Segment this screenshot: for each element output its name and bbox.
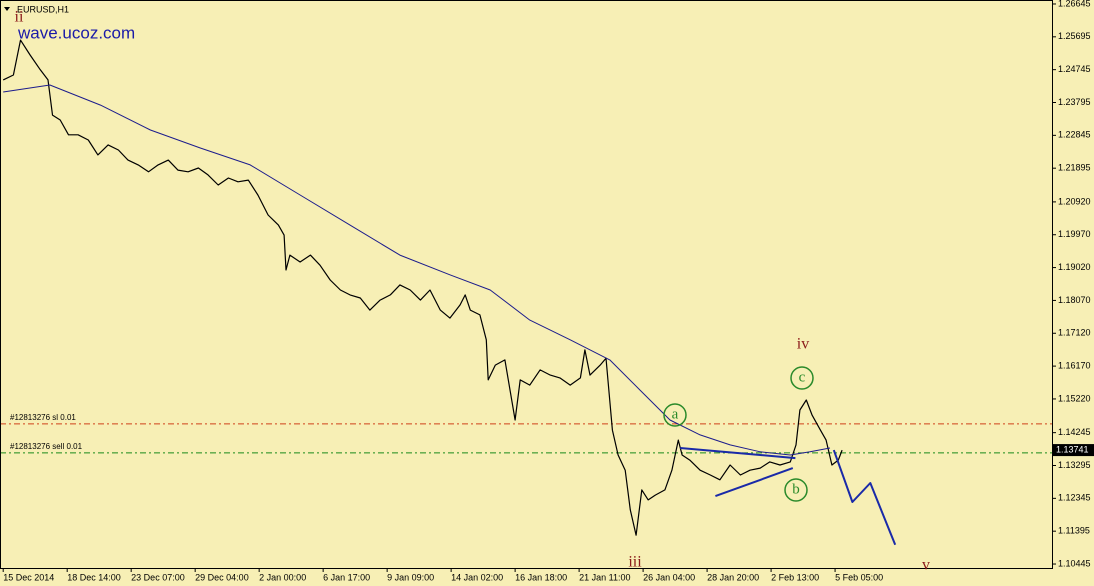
wave-label: iii bbox=[628, 554, 642, 571]
y-tick-label: 1.22845 bbox=[1058, 130, 1091, 140]
order-label: #12813276 sl 0.01 bbox=[10, 413, 76, 422]
y-tick-label: 1.19970 bbox=[1058, 229, 1091, 239]
y-tick-label: 1.11395 bbox=[1058, 526, 1090, 536]
price-line bbox=[2, 39, 843, 536]
x-tick-label: 2 Feb 13:00 bbox=[771, 572, 819, 582]
x-tick-label: 21 Jan 11:00 bbox=[579, 572, 630, 582]
y-tick-label: 1.21895 bbox=[1058, 163, 1091, 173]
y-tick-label: 1.20920 bbox=[1058, 196, 1091, 206]
wave-circle bbox=[663, 403, 687, 427]
y-tick-label: 1.13295 bbox=[1058, 460, 1091, 470]
x-tick-label: 15 Dec 2014 bbox=[3, 572, 54, 582]
y-tick-label: 1.12345 bbox=[1058, 493, 1091, 503]
x-tick-label: 5 Feb 05:00 bbox=[835, 572, 883, 582]
y-tick-label: 1.25695 bbox=[1058, 31, 1091, 41]
x-tick-label: 18 Dec 14:00 bbox=[67, 572, 121, 582]
wave-circle bbox=[784, 478, 808, 502]
frame bbox=[0, 0, 1053, 569]
wave-label: iv bbox=[797, 336, 809, 353]
y-tick-label: 1.26645 bbox=[1058, 0, 1091, 8]
y-tick-label: 1.14245 bbox=[1058, 427, 1091, 437]
wave-circle bbox=[790, 366, 814, 390]
x-tick-label: 28 Jan 20:00 bbox=[707, 572, 759, 582]
current-price-box bbox=[1052, 444, 1094, 457]
x-tick-label: 16 Jan 18:00 bbox=[515, 572, 567, 582]
price-line bbox=[715, 467, 794, 498]
x-tick-label: 26 Jan 04:00 bbox=[643, 572, 695, 582]
x-tick-label: 6 Jan 17:00 bbox=[323, 572, 370, 582]
menu-arrow[interactable] bbox=[4, 7, 10, 11]
x-tick-label: 29 Dec 04:00 bbox=[195, 572, 249, 582]
y-tick-label: 1.17120 bbox=[1058, 328, 1091, 338]
current-price-label: 1.13741 bbox=[1056, 444, 1089, 454]
chart-title: EURUSD,H1 bbox=[17, 4, 69, 14]
y-tick-label: 1.19020 bbox=[1058, 262, 1091, 272]
x-tick-label: 9 Jan 09:00 bbox=[387, 572, 434, 582]
x-tick-label: 23 Dec 07:00 bbox=[131, 572, 185, 582]
x-tick-label: 2 Jan 00:00 bbox=[259, 572, 306, 582]
price-line bbox=[3, 84, 831, 456]
wave-label: b bbox=[792, 481, 800, 497]
y-tick-label: 1.16170 bbox=[1058, 360, 1091, 370]
plot-area: #12813276 sl 0.01 #12813276 sell 0.01 bbox=[0, 39, 1052, 546]
y-tick-label: 1.24745 bbox=[1058, 64, 1091, 74]
order-label: #12813276 sell 0.01 bbox=[10, 442, 83, 451]
wave-label: ii bbox=[15, 9, 24, 26]
wave-label: c bbox=[799, 369, 806, 385]
y-tick-label: 1.15220 bbox=[1058, 393, 1091, 403]
y-tick-label: 1.10445 bbox=[1058, 558, 1091, 568]
y-tick-label: 1.23795 bbox=[1058, 97, 1091, 107]
watermark: wave.ucoz.com bbox=[17, 23, 135, 42]
price-line bbox=[680, 447, 796, 460]
x-tick-label: 14 Jan 02:00 bbox=[451, 572, 503, 582]
wave-label: v bbox=[922, 557, 930, 574]
wave-label: a bbox=[672, 406, 679, 422]
y-tick-label: 1.18070 bbox=[1058, 295, 1091, 305]
price-line bbox=[832, 449, 897, 546]
